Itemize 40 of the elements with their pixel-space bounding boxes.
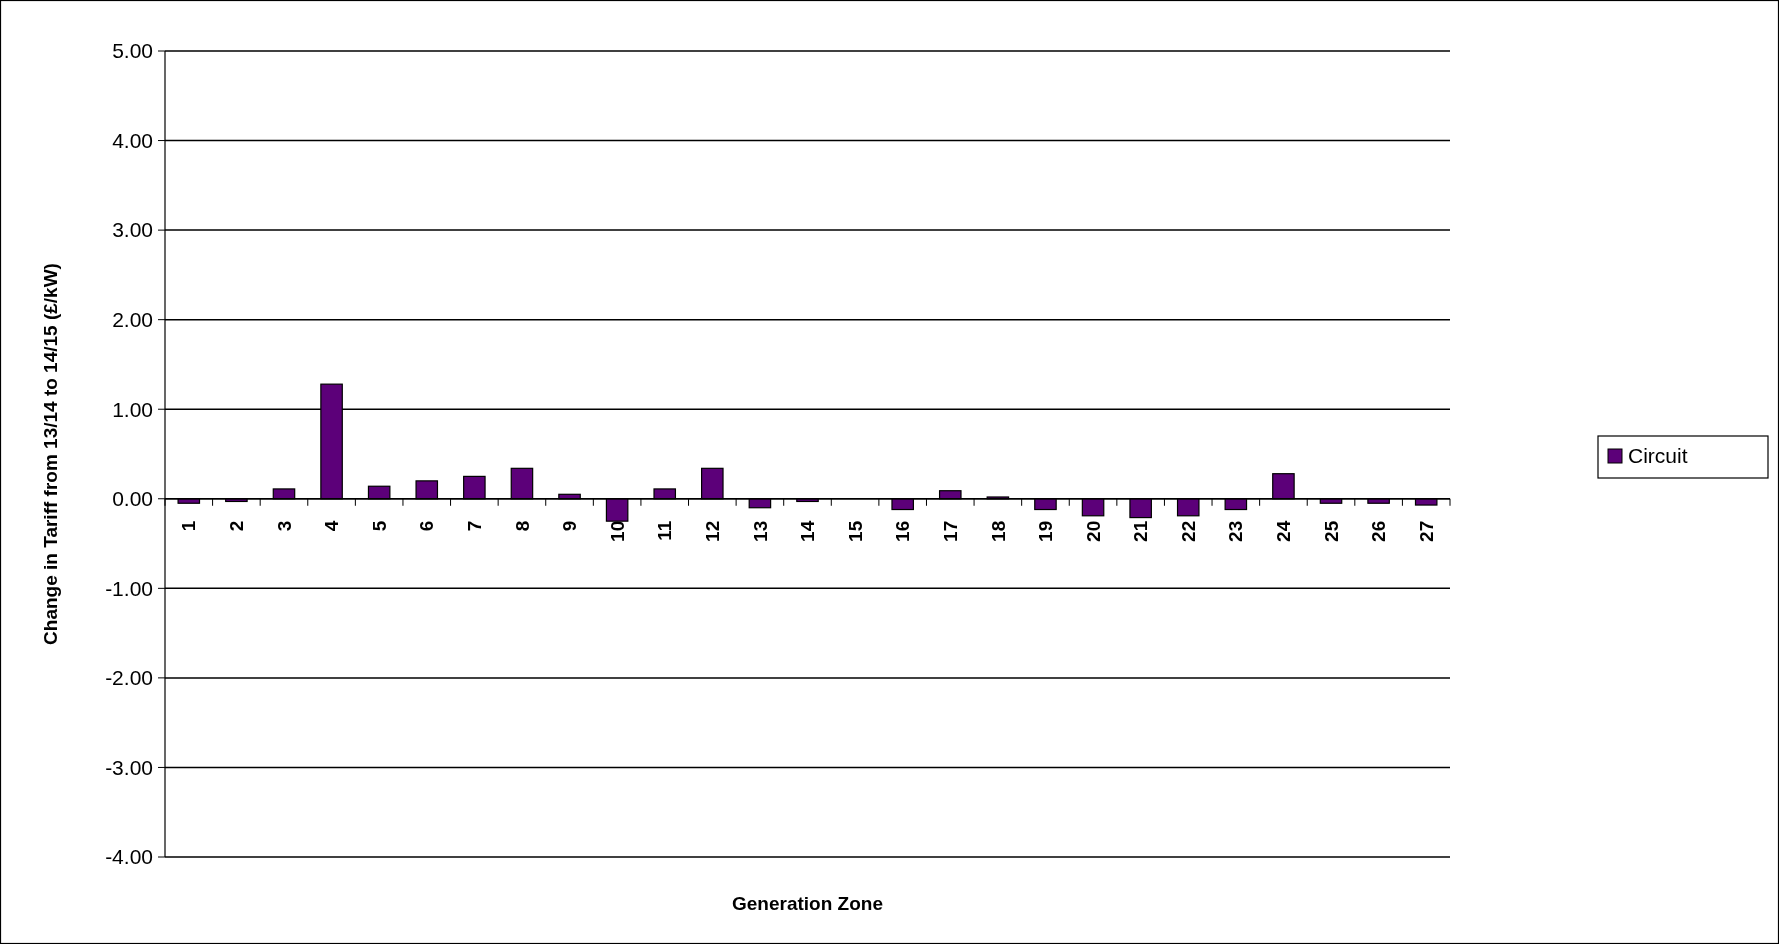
y-tick-label: -3.00 — [105, 755, 153, 779]
y-tick-label: 0.00 — [112, 487, 153, 511]
x-tick-label: 5 — [368, 520, 390, 532]
x-tick-label: 22 — [1177, 520, 1199, 542]
x-tick-label: 13 — [749, 520, 771, 542]
y-tick-label: -2.00 — [105, 666, 153, 690]
x-tick-label: 25 — [1320, 520, 1342, 542]
x-tick-label: 16 — [892, 520, 914, 542]
x-tick-label: 12 — [701, 520, 723, 542]
y-tick-label: 2.00 — [112, 308, 153, 332]
x-tick-label: 14 — [797, 520, 819, 542]
x-tick-label: 6 — [416, 520, 438, 532]
x-tick-label: 3 — [273, 520, 295, 532]
x-tick-label: 7 — [464, 520, 485, 532]
x-tick-label: 4 — [321, 520, 343, 532]
y-tick-label: 3.00 — [112, 218, 153, 242]
x-tick-label: 9 — [559, 520, 581, 532]
x-tick-label: 23 — [1225, 520, 1247, 542]
x-axis-title: Generation Zone — [732, 893, 883, 914]
x-tick-label: 18 — [987, 520, 1009, 542]
x-tick-label: 26 — [1368, 520, 1390, 542]
y-axis-title: Change in Tariff from 13/14 to 14/15 (£/kW) — [40, 263, 61, 645]
x-tick-label: 21 — [1130, 520, 1152, 542]
x-tick-label: 24 — [1273, 520, 1295, 542]
x-tick-label: 17 — [939, 520, 961, 542]
y-tick-label: 5.00 — [112, 39, 153, 63]
x-tick-label: 20 — [1082, 520, 1104, 542]
x-tick-label: 8 — [511, 520, 533, 532]
x-tick-label: 1 — [178, 520, 200, 532]
x-tick-label: 10 — [606, 520, 628, 542]
y-tick-label: -1.00 — [105, 576, 153, 600]
x-tick-label: 11 — [654, 520, 676, 541]
x-tick-label: 27 — [1415, 520, 1437, 542]
x-tick-label: 19 — [1035, 520, 1057, 542]
x-tick-label: 15 — [844, 520, 866, 542]
x-tick-label: 2 — [226, 520, 248, 532]
y-tick-label: 4.00 — [112, 128, 153, 152]
y-tick-label: -4.00 — [105, 845, 153, 869]
legend-label: Circuit — [1628, 444, 1688, 468]
y-tick-label: 1.00 — [112, 397, 153, 421]
